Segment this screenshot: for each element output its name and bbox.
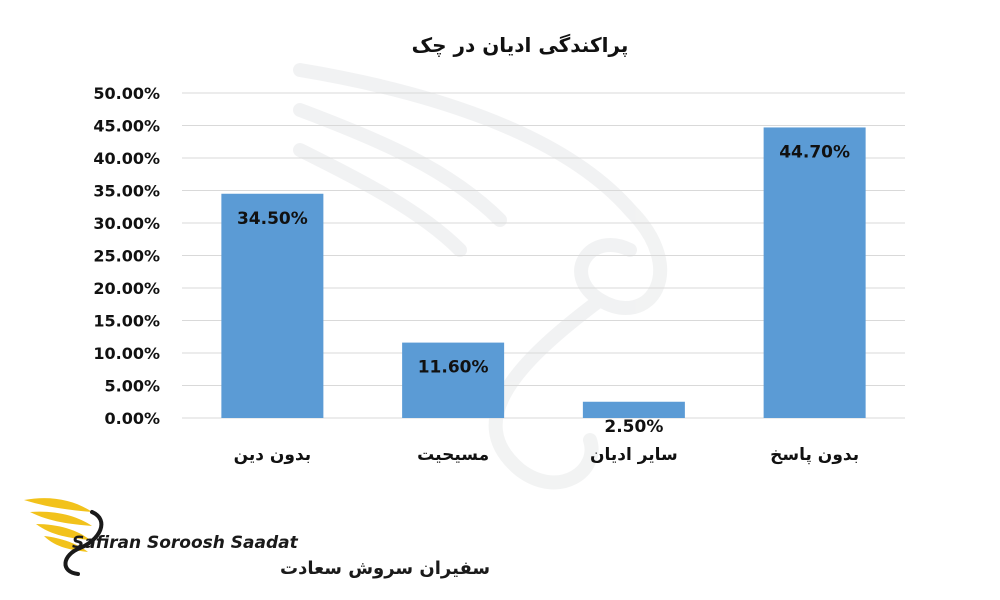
bar (582, 401, 685, 418)
category-label: سایر ادیان (590, 445, 678, 465)
chart-title: پراکندگی ادیان در چک (412, 33, 629, 58)
category-label: مسیحیت (417, 445, 489, 465)
bar (221, 193, 324, 418)
y-tick-label: 10.00% (93, 344, 160, 363)
swan-neck-icon (63, 510, 104, 576)
bar (763, 127, 866, 418)
data-labels: 34.50% 11.60% 2.50% 44.70% (237, 142, 850, 436)
data-label: 34.50% (237, 209, 308, 229)
y-axis-tick-labels: 0.00% 5.00% 10.00% 15.00% 20.00% 25.00% 30.00%… (93, 84, 160, 428)
y-tick-label: 50.00% (93, 84, 160, 103)
y-tick-label: 35.00% (93, 182, 160, 201)
category-label: بدون دین (234, 445, 312, 465)
brand-name-en: Safiran Soroosh Saadat (72, 533, 299, 553)
brand-name-fa: سفیران سروش سعادت (280, 558, 490, 579)
data-label: 2.50% (604, 417, 663, 437)
y-tick-label: 45.00% (93, 117, 160, 136)
category-labels: بدون دین مسیحیت سایر ادیان بدون پاسخ (234, 445, 860, 465)
bar (402, 342, 505, 418)
data-label: 44.70% (779, 142, 850, 162)
y-tick-label: 25.00% (93, 247, 160, 266)
data-label: 11.60% (418, 358, 489, 378)
category-label: بدون پاسخ (770, 445, 859, 465)
y-tick-label: 40.00% (93, 149, 160, 168)
y-tick-label: 5.00% (104, 377, 160, 396)
y-tick-label: 30.00% (93, 214, 160, 233)
y-tick-label: 15.00% (93, 312, 160, 331)
y-tick-label: 20.00% (93, 279, 160, 298)
y-tick-label: 0.00% (104, 409, 160, 428)
brand-logo: Safiran Soroosh Saadat سفیران سروش سعادت (24, 498, 490, 579)
bars (221, 127, 866, 418)
